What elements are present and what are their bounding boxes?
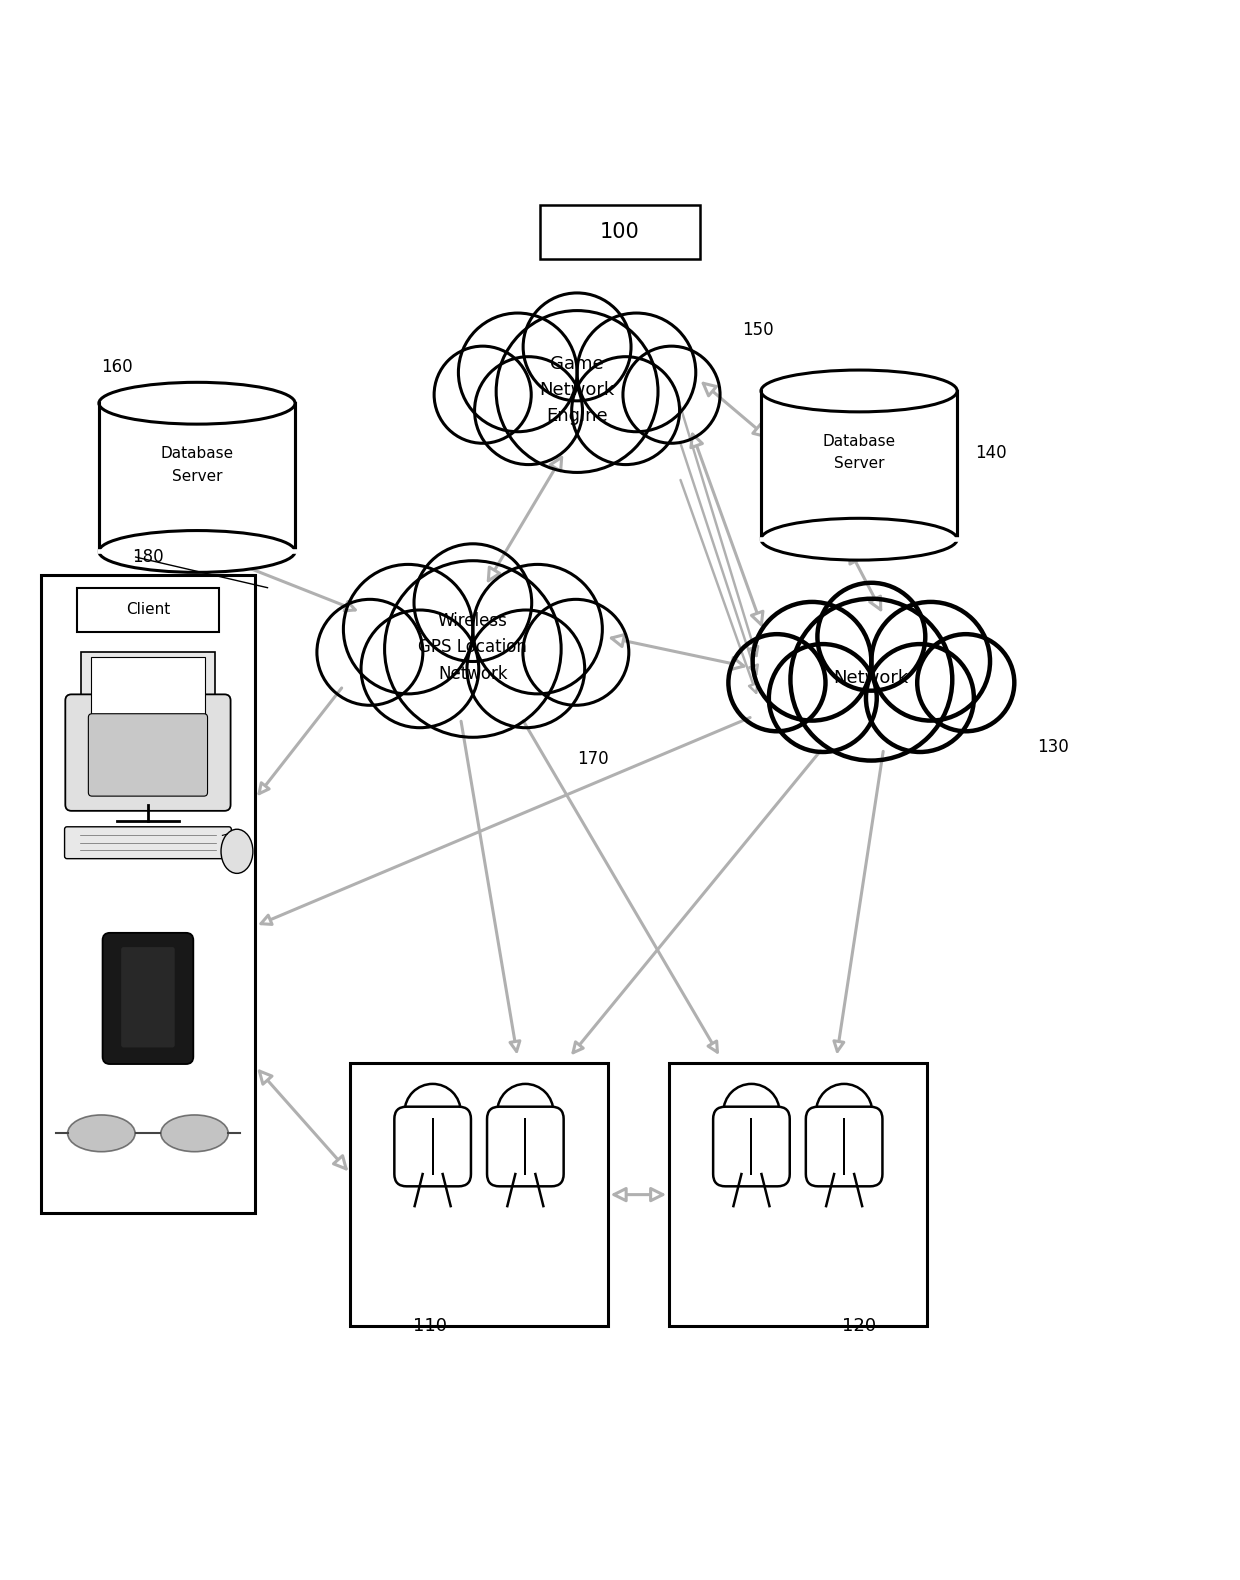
Text: Game
Network
Engine: Game Network Engine [539, 354, 615, 425]
FancyBboxPatch shape [806, 1106, 883, 1187]
Bar [541, 205, 699, 259]
Bar [77, 588, 219, 632]
Text: Database
Server: Database Server [822, 435, 895, 471]
Text: 160: 160 [102, 359, 133, 376]
FancyBboxPatch shape [103, 932, 193, 1063]
Text: 140: 140 [976, 444, 1007, 461]
Bar [81, 651, 215, 722]
Circle shape [497, 1084, 553, 1141]
Bar [91, 657, 206, 716]
Bar [41, 575, 255, 1213]
Text: 170: 170 [577, 750, 609, 768]
FancyBboxPatch shape [68, 719, 228, 741]
Bar [670, 1063, 926, 1327]
Text: Network: Network [833, 668, 909, 687]
Ellipse shape [99, 382, 295, 423]
Text: 150: 150 [743, 321, 774, 340]
FancyBboxPatch shape [122, 946, 175, 1048]
Text: 120: 120 [842, 1316, 877, 1335]
Text: Database
Server: Database Server [160, 447, 233, 483]
Text: 180: 180 [133, 548, 164, 566]
Text: Wireless
GPS Location
Network: Wireless GPS Location Network [418, 611, 527, 683]
Text: 100: 100 [600, 223, 640, 242]
Bar [761, 390, 957, 539]
Ellipse shape [221, 830, 253, 874]
FancyBboxPatch shape [66, 694, 231, 811]
FancyBboxPatch shape [713, 1106, 790, 1187]
Circle shape [723, 1084, 780, 1141]
FancyBboxPatch shape [394, 1106, 471, 1187]
Text: Client: Client [125, 602, 170, 618]
Ellipse shape [761, 370, 957, 412]
Text: 110: 110 [413, 1316, 446, 1335]
Ellipse shape [68, 1115, 135, 1152]
Text: 130: 130 [1037, 738, 1069, 757]
Ellipse shape [161, 1115, 228, 1152]
FancyBboxPatch shape [88, 714, 207, 796]
Ellipse shape [99, 531, 295, 572]
Circle shape [816, 1084, 872, 1141]
Bar [99, 403, 295, 551]
Circle shape [404, 1084, 461, 1141]
FancyBboxPatch shape [64, 826, 232, 858]
Ellipse shape [761, 518, 957, 559]
FancyBboxPatch shape [487, 1106, 564, 1187]
Bar [350, 1063, 608, 1327]
